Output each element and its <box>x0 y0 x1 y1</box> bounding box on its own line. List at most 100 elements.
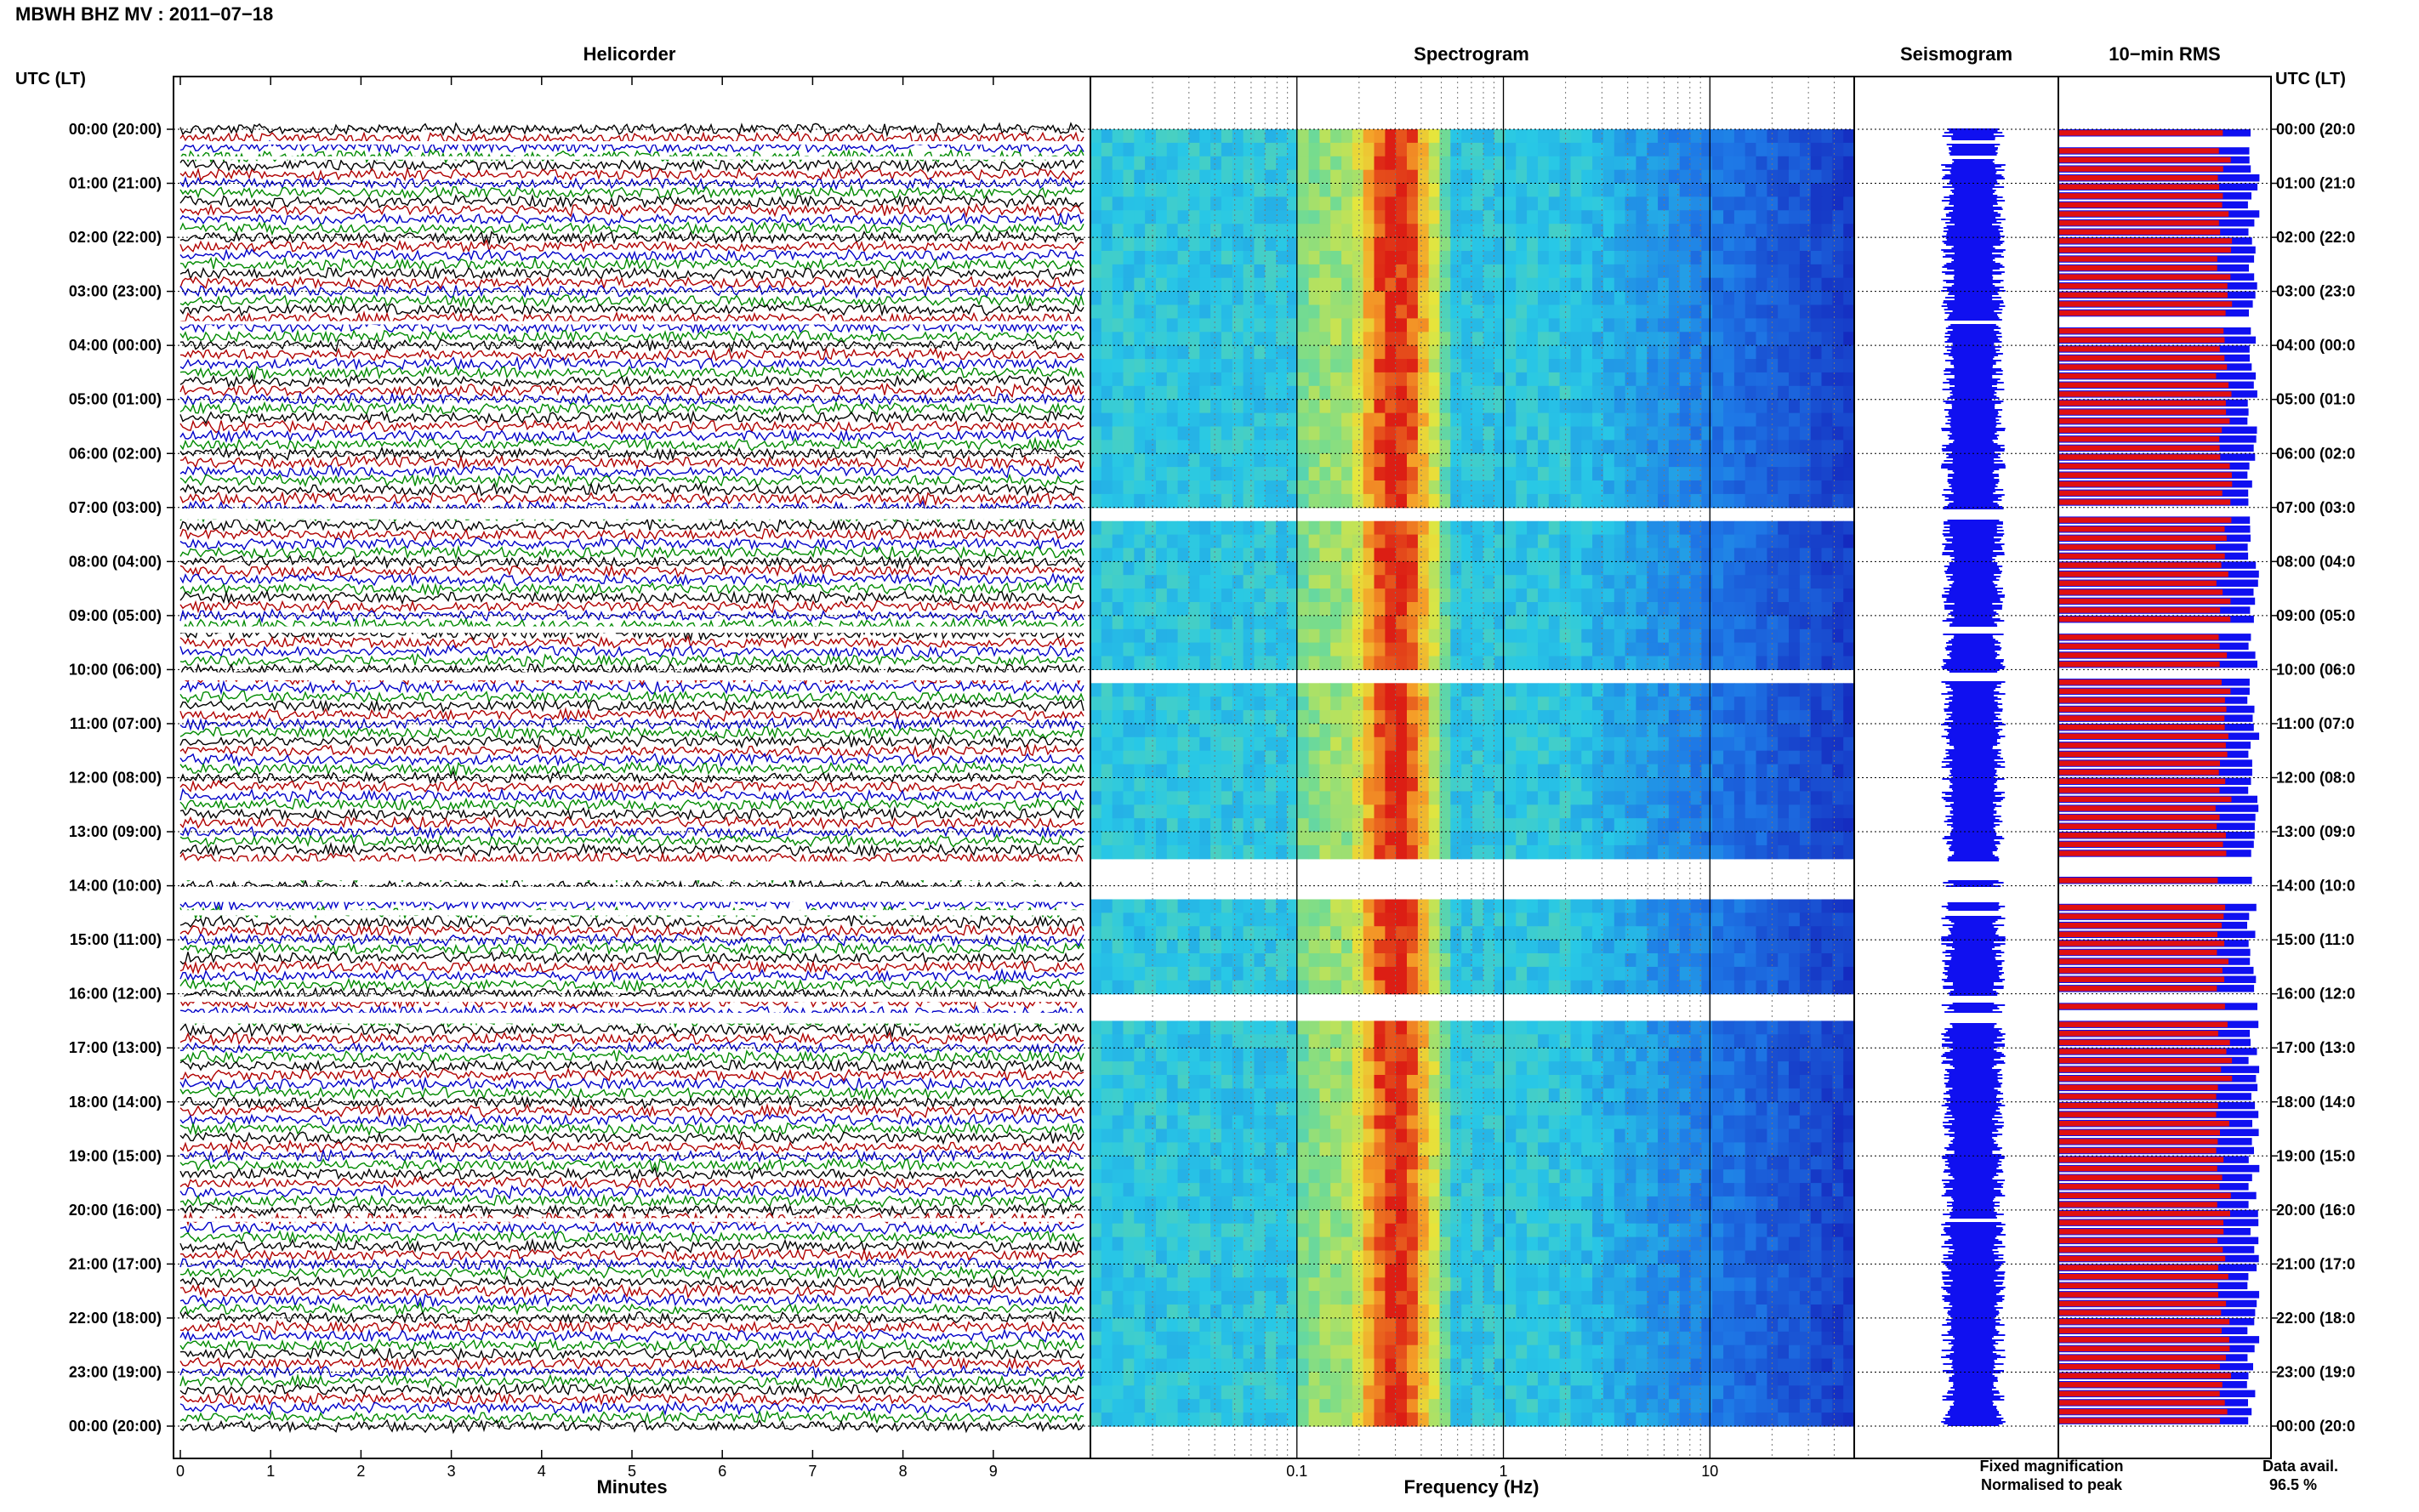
spectrogram-cell <box>1756 493 1767 509</box>
spectrogram-cell <box>1778 777 1790 792</box>
spectrogram-cell <box>1658 493 1670 509</box>
spectrogram-cell <box>1614 777 1626 792</box>
spectrogram-cell <box>1145 196 1157 211</box>
spectrogram-cell <box>1439 304 1451 319</box>
spectrogram-cell <box>1668 628 1681 644</box>
spectrogram-cell <box>1276 844 1288 860</box>
spectrogram-cell <box>1308 1061 1320 1076</box>
spectrogram-cell <box>1450 1034 1462 1049</box>
spectrogram-cell <box>1112 548 1124 562</box>
spectrogram-cell <box>1647 791 1659 805</box>
spectrogram-cell <box>1352 251 1364 265</box>
spectrogram-cell <box>1407 628 1419 644</box>
spectrogram-cell <box>1712 291 1724 306</box>
spectrogram-cell <box>1647 142 1659 157</box>
spectrogram-cell <box>1679 1128 1692 1143</box>
spectrogram-cell <box>1756 602 1767 617</box>
spectrogram-cell <box>1810 683 1823 697</box>
spectrogram-cell <box>1636 1142 1648 1157</box>
spectrogram-cell <box>1733 1088 1746 1103</box>
spectrogram-cell <box>1712 736 1724 752</box>
spectrogram-cell <box>1112 359 1124 373</box>
spectrogram-cell <box>1319 1101 1331 1117</box>
spectrogram-cell <box>1799 899 1812 913</box>
spectrogram-cell <box>1363 1034 1375 1049</box>
spectrogram-cell <box>1832 359 1844 373</box>
spectrogram-cell <box>1690 966 1702 981</box>
spectrogram-cell <box>1756 372 1767 387</box>
spectrogram-cell <box>1450 453 1462 468</box>
spectrogram-cell <box>1592 264 1604 279</box>
spectrogram-cell <box>1330 1088 1342 1103</box>
spectrogram-cell <box>1592 1142 1604 1157</box>
spectrogram-cell <box>1210 183 1222 197</box>
spectrogram-cell <box>1407 844 1419 860</box>
spectrogram-cell <box>1341 588 1353 603</box>
spectrogram-cell <box>1505 899 1517 913</box>
spectrogram-cell <box>1112 561 1124 576</box>
spectrogram-cell <box>1614 804 1626 819</box>
spectrogram-cell <box>1417 980 1430 995</box>
spectrogram-cell <box>1417 548 1430 562</box>
spectrogram-cell <box>1363 467 1375 481</box>
spectrogram-cell <box>1756 548 1767 562</box>
spectrogram-cell <box>1832 724 1844 738</box>
spectrogram-cell <box>1428 1101 1441 1117</box>
spectrogram-cell <box>1712 142 1724 157</box>
spectrogram-cell <box>1330 818 1342 833</box>
spectrogram-cell <box>1177 264 1189 279</box>
spectrogram-cell <box>1516 656 1528 670</box>
spectrogram-cell <box>1330 142 1342 157</box>
spectrogram-cell <box>1538 1101 1550 1117</box>
spectrogram-cell <box>1756 440 1767 454</box>
spectrogram-cell <box>1330 426 1342 441</box>
spectrogram-cell <box>1221 1142 1233 1157</box>
spectrogram-cell <box>1581 791 1593 805</box>
spectrogram-cell <box>1636 264 1648 279</box>
spectrogram-cell <box>1396 156 1408 171</box>
spectrogram-cell <box>1297 899 1310 913</box>
spectrogram-cell <box>1505 385 1517 401</box>
spectrogram-cell <box>1778 602 1790 617</box>
spectrogram-cell <box>1385 467 1397 481</box>
spectrogram-cell <box>1505 764 1517 779</box>
spectrogram-cell <box>1308 926 1320 941</box>
spectrogram-cell <box>1243 1101 1255 1117</box>
spectrogram-cell <box>1385 237 1397 252</box>
helicorder-trace <box>179 1058 1084 1073</box>
spectrogram-cell <box>1101 628 1113 644</box>
spectrogram-cell <box>1396 926 1408 941</box>
spectrogram-cell <box>1145 940 1157 954</box>
spectrogram-cell <box>1101 277 1113 293</box>
spectrogram-cell <box>1166 1048 1179 1062</box>
spectrogram-cell <box>1341 804 1353 819</box>
spectrogram-cell <box>1505 940 1517 954</box>
spectrogram-cell <box>1461 940 1473 954</box>
spectrogram-cell <box>1101 804 1113 819</box>
spectrogram-cell <box>1668 1061 1681 1076</box>
spectrogram-cell <box>1810 1101 1823 1117</box>
spectrogram-cell <box>1341 656 1353 670</box>
spectrogram-cell <box>1570 588 1582 603</box>
spectrogram-cell <box>1177 1061 1189 1076</box>
spectrogram-cell <box>1647 764 1659 779</box>
spectrogram-cell <box>1385 832 1397 846</box>
spectrogram-cell <box>1417 426 1430 441</box>
spectrogram-cell <box>1701 683 1713 697</box>
spectrogram-cell <box>1592 804 1604 819</box>
spectrogram-cell <box>1221 129 1233 144</box>
spectrogram-cell <box>1210 345 1222 360</box>
spectrogram-cell <box>1210 1101 1222 1117</box>
spectrogram-cell <box>1581 277 1593 293</box>
spectrogram-cell <box>1733 183 1746 197</box>
spectrogram-cell <box>1767 412 1779 428</box>
spectrogram-cell <box>1199 480 1211 495</box>
helicorder-trace <box>179 238 1084 253</box>
spectrogram-cell <box>1505 912 1517 927</box>
spectrogram-cell <box>1090 399 1102 414</box>
utc-header-left: UTC (LT) <box>15 70 86 88</box>
helicorder-trace <box>179 1049 1084 1065</box>
spectrogram-cell <box>1145 426 1157 441</box>
spectrogram-cell <box>1548 912 1561 927</box>
spectrogram-cell <box>1286 1075 1299 1089</box>
